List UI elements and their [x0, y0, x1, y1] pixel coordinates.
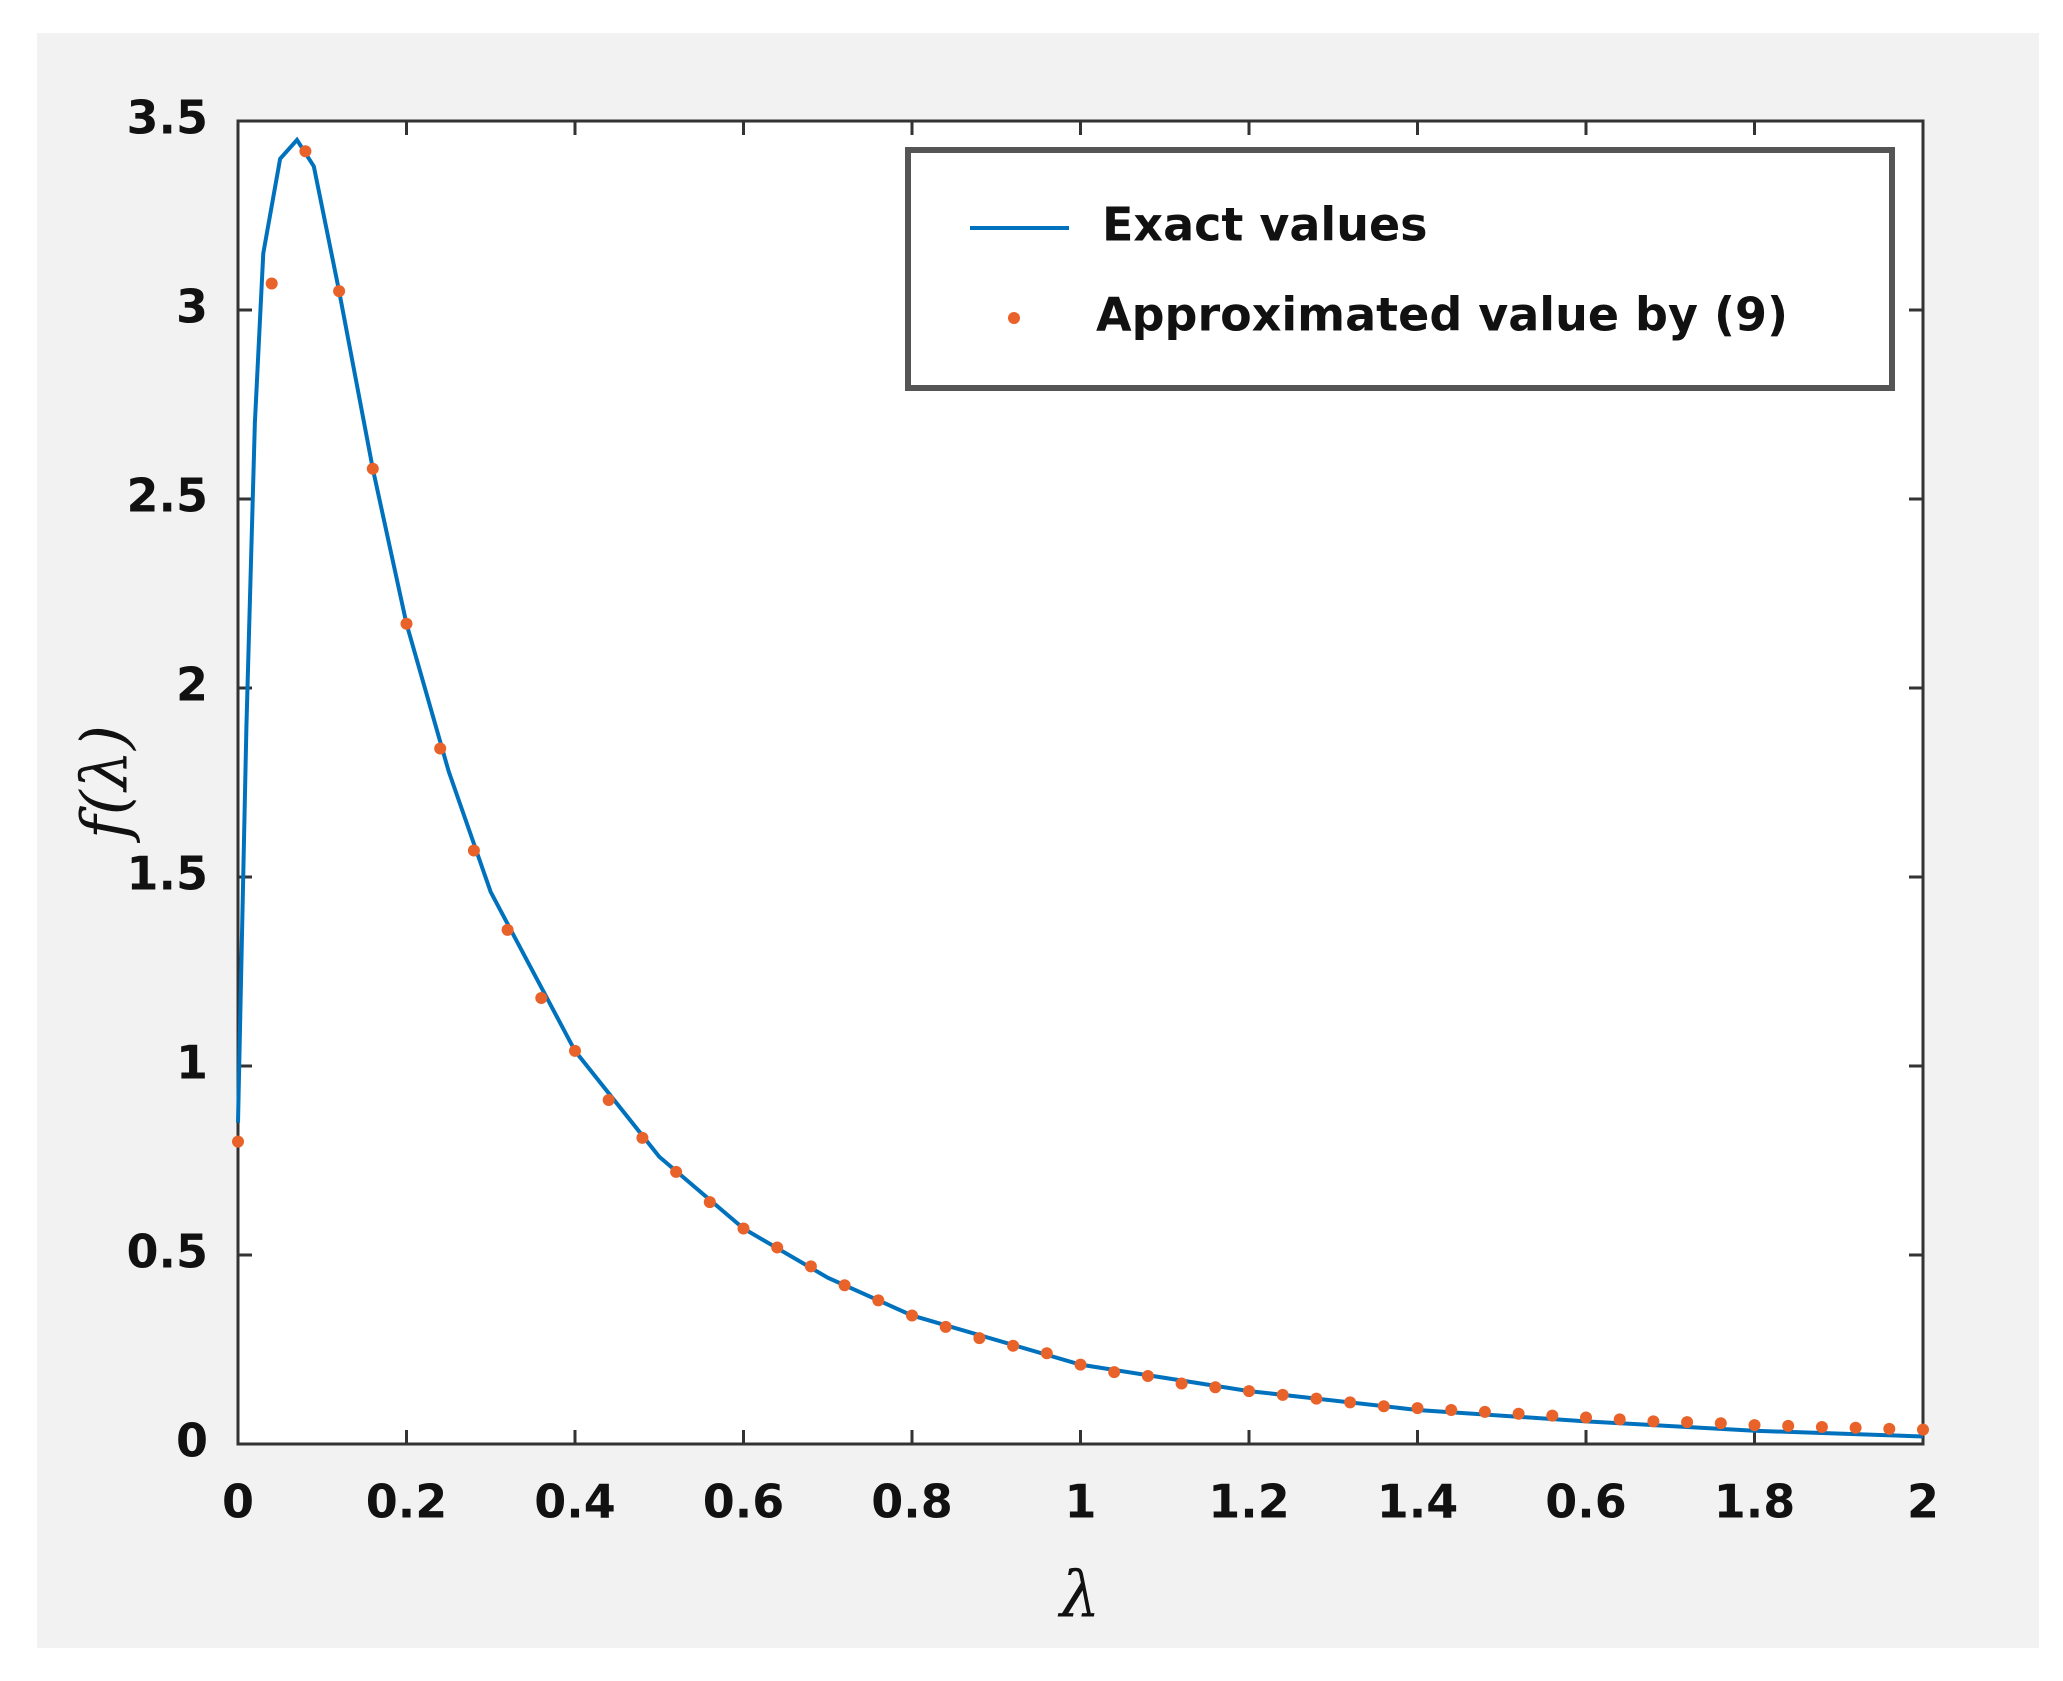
x-tick-label: 2: [1907, 1475, 1939, 1529]
point: [1580, 1411, 1592, 1424]
point: [333, 285, 346, 298]
y-tick-label: 0: [176, 1414, 208, 1468]
point: [1108, 1366, 1121, 1379]
point: [1849, 1421, 1862, 1434]
point: [1478, 1405, 1491, 1418]
y-tick-label: 3: [176, 280, 208, 334]
x-tick-label: 0.2: [366, 1475, 448, 1529]
y-tick-label: 0.5: [127, 1225, 209, 1279]
point: [1815, 1420, 1828, 1433]
point: [1276, 1388, 1289, 1401]
point: [1141, 1369, 1154, 1382]
point: [400, 617, 413, 630]
point: [1074, 1358, 1087, 1371]
point: [299, 145, 312, 158]
point: [602, 1094, 615, 1107]
point: [467, 844, 480, 857]
legend-marker: [1008, 312, 1020, 324]
point: [366, 462, 379, 475]
x-tick-label: 1.8: [1714, 1475, 1796, 1529]
point: [1445, 1403, 1458, 1416]
point: [804, 1260, 817, 1273]
line: [236, 136, 1924, 1439]
x-axis-label: λ: [1057, 1559, 1101, 1633]
point: [232, 1135, 244, 1148]
x-tick-label: 0.6: [1545, 1475, 1627, 1529]
point: [1512, 1407, 1525, 1420]
y-tick-label: 2.5: [127, 469, 209, 523]
point: [1007, 1339, 1020, 1352]
point: [1310, 1392, 1323, 1405]
point: [1243, 1385, 1255, 1398]
point: [906, 1309, 918, 1322]
point: [1883, 1422, 1896, 1435]
legend-label: Approximated value by (9): [1096, 288, 1788, 342]
point: [265, 277, 278, 290]
point: [636, 1131, 649, 1144]
point: [501, 923, 514, 936]
x-tick-label: 0.4: [534, 1475, 616, 1529]
x-tick-label: 0.6: [703, 1475, 785, 1529]
point: [703, 1196, 716, 1209]
plot-frame: [236, 119, 1925, 1446]
x-tick-label: 1.2: [1208, 1475, 1290, 1529]
point: [939, 1320, 952, 1333]
point: [872, 1294, 885, 1307]
point: [1748, 1419, 1761, 1432]
y-tick-label: 3.5: [127, 91, 209, 145]
point: [1714, 1417, 1727, 1430]
point: [771, 1241, 784, 1254]
point: [838, 1279, 851, 1292]
point: [434, 742, 447, 755]
point: [1647, 1415, 1660, 1428]
point: [1411, 1402, 1424, 1415]
legend-label: Exact values: [1102, 198, 1428, 252]
point: [1917, 1423, 1929, 1436]
point: [1344, 1396, 1357, 1409]
x-tick-label: 1: [1064, 1475, 1096, 1529]
point: [737, 1222, 750, 1235]
point: [1209, 1381, 1222, 1394]
point: [670, 1165, 683, 1178]
point: [1613, 1413, 1626, 1426]
point: [1681, 1416, 1694, 1429]
x-tick-label: 0.8: [871, 1475, 953, 1529]
y-tick-label: 2: [176, 658, 208, 712]
y-tick-label: 1: [176, 1036, 208, 1090]
legend-box: [905, 147, 1895, 391]
y-tick-label: 1.5: [127, 847, 209, 901]
point: [1546, 1409, 1559, 1422]
y-axis-label: f(λ): [69, 725, 143, 843]
point: [973, 1332, 986, 1345]
x-tick-label: 0: [222, 1475, 254, 1529]
point: [1782, 1419, 1795, 1432]
point: [569, 1044, 581, 1057]
point: [1377, 1400, 1390, 1413]
x-tick-label: 1.4: [1377, 1475, 1459, 1529]
point: [535, 991, 548, 1004]
point: [1175, 1377, 1188, 1390]
point: [1040, 1347, 1053, 1360]
